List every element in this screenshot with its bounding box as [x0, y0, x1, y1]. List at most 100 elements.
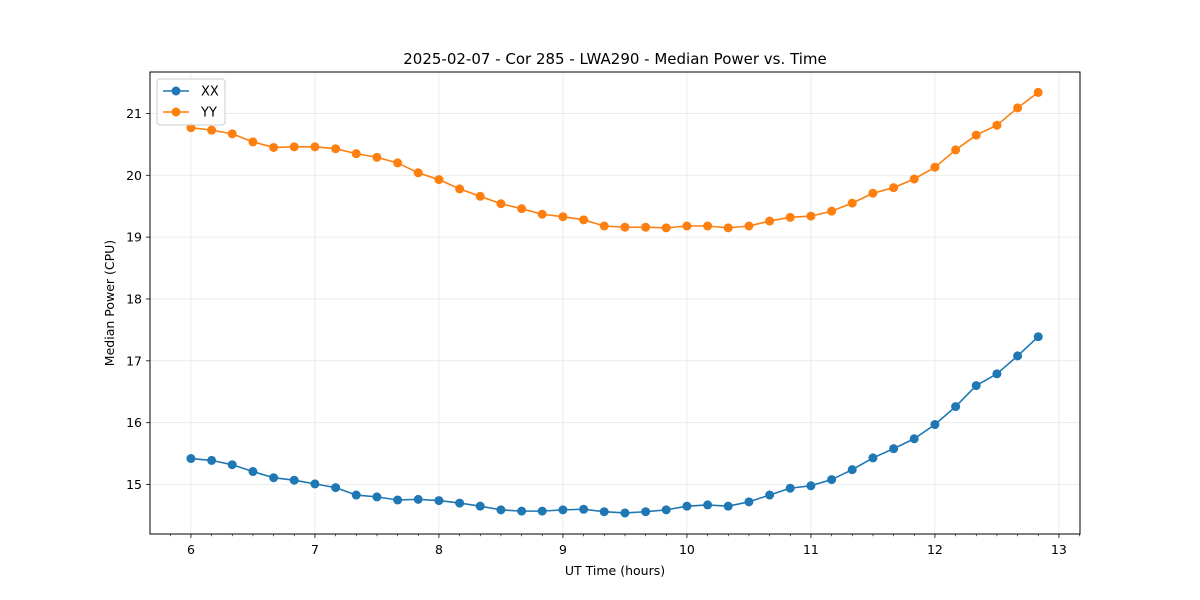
data-point-yy	[599, 221, 609, 231]
data-point-yy	[806, 211, 816, 221]
legend-marker-yy	[171, 107, 181, 117]
data-point-yy	[785, 212, 795, 222]
data-point-yy	[1013, 103, 1023, 113]
data-point-xx	[207, 455, 217, 465]
data-point-xx	[682, 501, 692, 511]
data-point-xx	[909, 434, 919, 444]
x-tick-label: 13	[1051, 542, 1067, 557]
data-point-yy	[351, 149, 361, 159]
data-point-xx	[971, 381, 981, 391]
data-point-xx	[331, 483, 341, 493]
series-layer	[186, 87, 1043, 518]
data-point-xx	[992, 369, 1002, 379]
data-point-yy	[827, 206, 837, 216]
y-tick-label: 17	[126, 353, 142, 368]
axis-ticks: 6 7 8 9 10 11 12 13 15 16 17 18 19 20 21	[126, 106, 1080, 557]
data-point-yy	[744, 221, 754, 231]
data-point-xx	[558, 505, 568, 515]
y-tick-label: 21	[126, 106, 142, 121]
data-point-yy	[951, 145, 961, 155]
data-point-yy	[372, 152, 382, 162]
x-tick-label: 8	[435, 542, 443, 557]
data-point-yy	[413, 168, 423, 178]
data-point-yy	[909, 174, 919, 184]
data-point-xx	[599, 507, 609, 517]
y-tick-label: 15	[126, 477, 142, 492]
data-point-yy	[723, 223, 733, 233]
y-axis-label: Median Power (CPU)	[102, 240, 117, 366]
data-point-xx	[496, 505, 506, 515]
data-point-yy	[331, 144, 341, 154]
y-tick-label: 16	[126, 415, 142, 430]
data-point-yy	[393, 158, 403, 168]
data-point-xx	[806, 481, 816, 491]
series-xx	[186, 332, 1043, 518]
plot-area	[150, 72, 1080, 534]
data-point-xx	[620, 508, 630, 518]
data-point-yy	[930, 162, 940, 172]
data-point-xx	[744, 497, 754, 507]
data-point-yy	[889, 183, 899, 193]
data-point-yy	[971, 130, 981, 140]
legend-label-yy: YY	[200, 106, 217, 121]
data-point-xx	[765, 490, 775, 500]
data-point-xx	[248, 467, 258, 477]
y-tick-label: 20	[126, 168, 142, 183]
data-point-xx	[455, 498, 465, 508]
data-point-xx	[847, 465, 857, 475]
x-tick-label: 12	[927, 542, 943, 557]
legend: XX YY	[156, 78, 226, 126]
legend-label-xx: XX	[201, 85, 219, 100]
data-point-xx	[1033, 332, 1043, 342]
data-point-xx	[579, 504, 589, 514]
data-point-xx	[186, 454, 196, 464]
data-point-yy	[517, 204, 527, 214]
data-point-xx	[393, 495, 403, 505]
data-point-xx	[372, 492, 382, 502]
data-point-xx	[537, 506, 547, 516]
data-point-yy	[765, 216, 775, 226]
data-point-yy	[641, 222, 651, 232]
x-tick-label: 6	[187, 542, 195, 557]
data-point-yy	[1033, 87, 1043, 97]
data-point-xx	[1013, 351, 1023, 361]
data-point-yy	[455, 184, 465, 194]
data-point-xx	[289, 475, 299, 485]
x-tick-label: 9	[559, 542, 567, 557]
data-point-yy	[868, 188, 878, 198]
y-tick-label: 18	[126, 291, 142, 306]
data-point-xx	[434, 496, 444, 506]
data-point-xx	[661, 505, 671, 515]
data-point-yy	[289, 142, 299, 152]
data-point-xx	[310, 479, 320, 489]
series-yy	[186, 87, 1043, 233]
data-point-xx	[227, 460, 237, 470]
data-point-yy	[537, 209, 547, 219]
data-point-yy	[558, 212, 568, 222]
data-point-yy	[434, 175, 444, 185]
y-tick-label: 19	[126, 230, 142, 245]
data-point-yy	[227, 129, 237, 139]
data-point-xx	[951, 402, 961, 412]
data-point-xx	[413, 494, 423, 504]
data-point-yy	[682, 221, 692, 231]
x-tick-label: 7	[311, 542, 319, 557]
data-point-xx	[785, 483, 795, 493]
data-point-xx	[868, 453, 878, 463]
data-point-yy	[248, 137, 258, 147]
data-point-yy	[269, 142, 279, 152]
data-point-yy	[992, 120, 1002, 130]
legend-marker-xx	[171, 86, 181, 96]
plot-frame	[149, 71, 1081, 535]
x-tick-label: 10	[679, 542, 695, 557]
data-point-yy	[310, 142, 320, 152]
data-point-xx	[351, 490, 361, 500]
data-point-yy	[620, 222, 630, 232]
data-point-yy	[475, 191, 485, 201]
data-point-xx	[723, 501, 733, 511]
data-point-xx	[889, 444, 899, 454]
data-point-xx	[703, 500, 713, 510]
data-point-xx	[475, 501, 485, 511]
data-point-xx	[269, 473, 279, 483]
